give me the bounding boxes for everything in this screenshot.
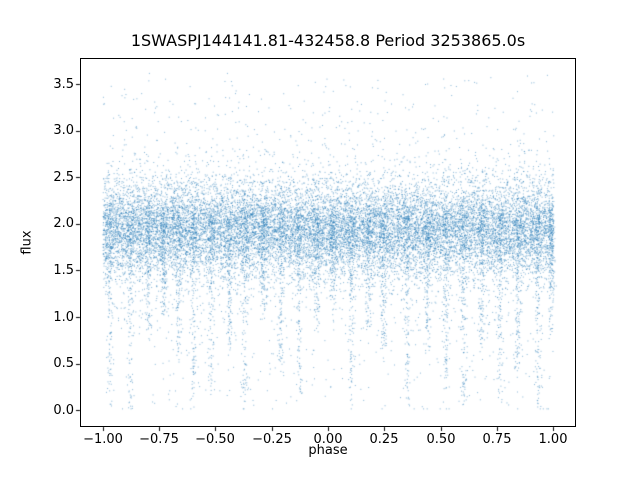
y-tick-label: 0.5 bbox=[53, 356, 74, 371]
x-tick-label: 0.25 bbox=[369, 432, 399, 447]
x-tick-label: −0.25 bbox=[252, 432, 292, 447]
y-tick-label: 3.5 bbox=[53, 77, 74, 92]
y-tick-label: 1.0 bbox=[53, 310, 74, 325]
x-tick-label: −0.75 bbox=[139, 432, 179, 447]
x-tick-label: 0.75 bbox=[482, 432, 512, 447]
x-tick-label: −1.00 bbox=[83, 432, 123, 447]
y-tick-label: 1.5 bbox=[53, 263, 74, 278]
x-axis-label: phase bbox=[308, 443, 348, 458]
y-tick-label: 2.5 bbox=[53, 170, 74, 185]
chart-title: 1SWASPJ144141.81-432458.8 Period 3253865… bbox=[130, 31, 526, 50]
x-tick-label: 0.00 bbox=[313, 432, 343, 447]
plot-frame bbox=[80, 58, 576, 427]
y-axis-label: flux bbox=[19, 230, 35, 255]
y-tick-label: 3.0 bbox=[53, 123, 74, 138]
x-tick-label: −0.50 bbox=[195, 432, 235, 447]
x-tick-label: 0.50 bbox=[426, 432, 456, 447]
y-tick-label: 0.0 bbox=[53, 403, 74, 418]
x-tick-label: 1.00 bbox=[538, 432, 568, 447]
y-tick-label: 2.0 bbox=[53, 216, 74, 231]
